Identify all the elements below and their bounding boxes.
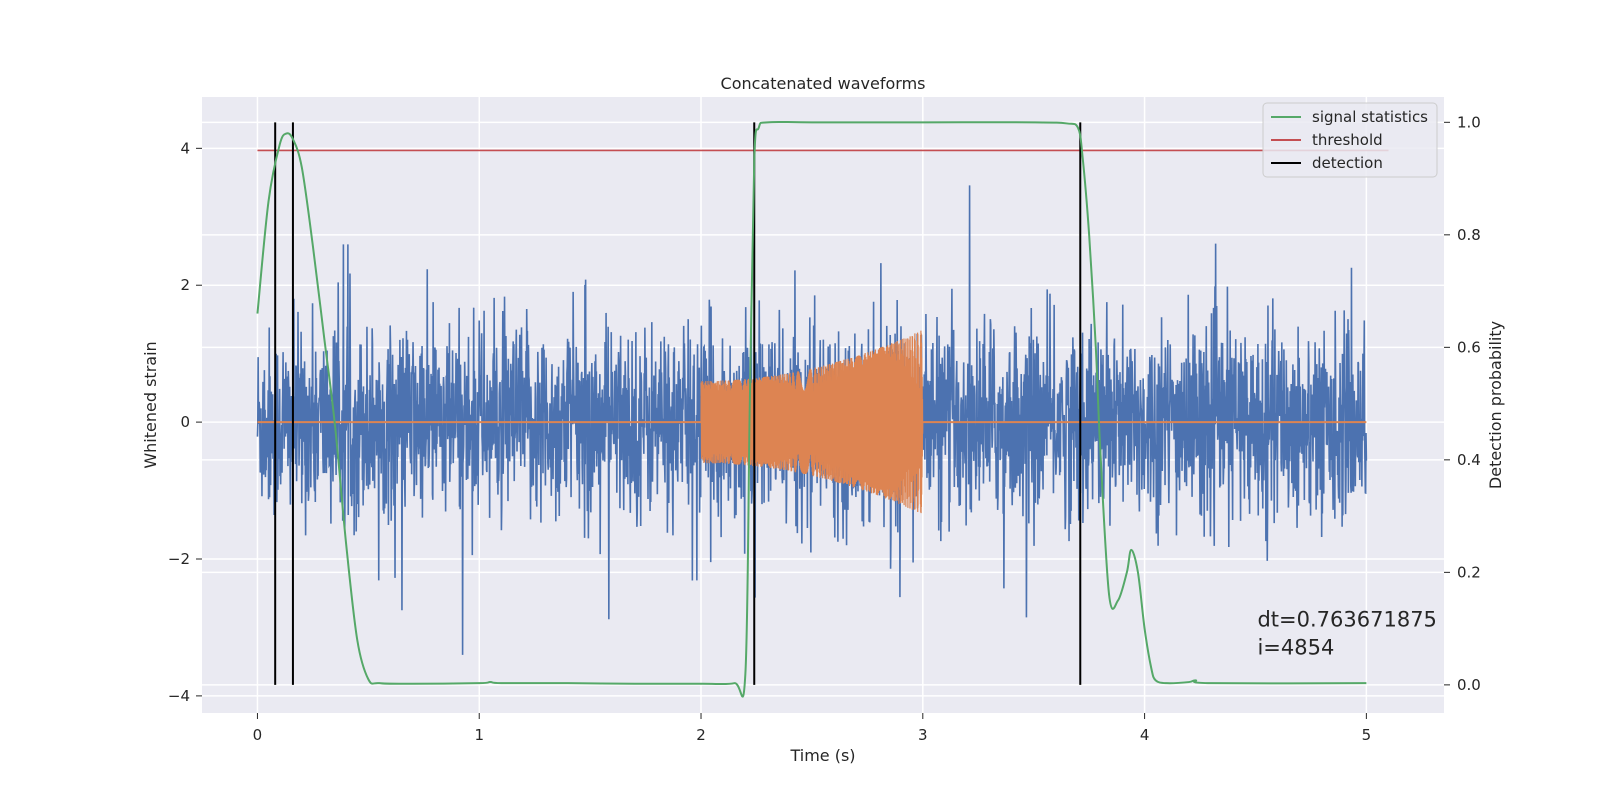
y-axis-label: Whitened strain [141, 341, 160, 468]
y-right-tick-label: 0.4 [1457, 451, 1481, 469]
legend-label: signal statistics [1312, 108, 1428, 126]
y-right-tick-label: 1.0 [1457, 113, 1481, 131]
ticks: 0 1 2 3 4 5 −4 −2 0 2 4 0.0 0.2 0.4 0.6 0.8 1.0 [168, 113, 1481, 744]
x-axis-label: Time (s) [789, 746, 855, 765]
signal-statistics-line [256, 120, 1367, 698]
legend: signal statistics threshold detection [1262, 102, 1438, 178]
y-right-tick-label: 0.6 [1457, 338, 1481, 356]
x-tick-label: 1 [474, 726, 484, 744]
x-tick-label: 2 [696, 726, 706, 744]
y-right-tick-label: 0.2 [1457, 563, 1481, 581]
y-tick-label: 2 [180, 276, 190, 294]
y-tick-label: −4 [168, 687, 190, 705]
plot-area [256, 120, 1389, 698]
annotation-dt: dt=0.763671875 [1257, 607, 1436, 631]
x-tick-label: 3 [918, 726, 928, 744]
chart-title: Concatenated waveforms [721, 74, 926, 93]
injected-chirp-line [700, 330, 924, 514]
x-tick-label: 4 [1140, 726, 1150, 744]
y-right-tick-label: 0.0 [1457, 676, 1481, 694]
annotation-index: i=4854 [1257, 635, 1334, 659]
legend-label: detection [1312, 154, 1383, 172]
y-tick-label: 0 [180, 413, 190, 431]
y-right-tick-label: 0.8 [1457, 226, 1481, 244]
x-tick-label: 5 [1362, 726, 1372, 744]
y-tick-label: 4 [180, 139, 190, 157]
x-tick-label: 0 [253, 726, 263, 744]
y-right-axis-label: Detection probability [1486, 321, 1505, 489]
legend-box [1262, 102, 1438, 178]
legend-label: threshold [1312, 131, 1383, 149]
y-tick-label: −2 [168, 550, 190, 568]
whitened-strain-line [256, 185, 1368, 655]
